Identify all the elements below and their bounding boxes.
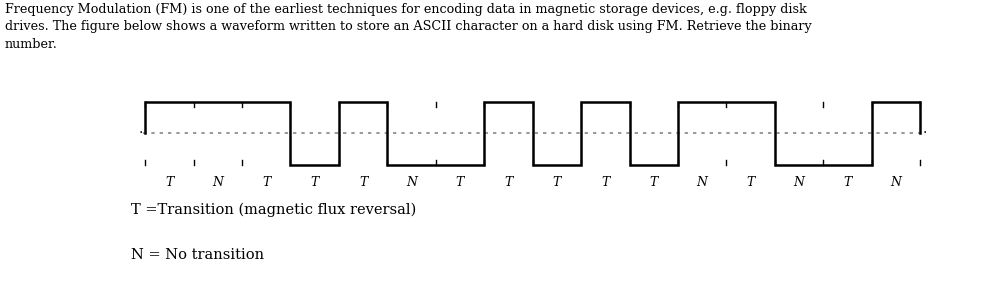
Text: T: T <box>311 176 319 189</box>
Text: ·: · <box>923 126 928 140</box>
Text: T: T <box>601 176 609 189</box>
Text: T: T <box>262 176 270 189</box>
Text: T: T <box>747 176 755 189</box>
Text: T: T <box>843 176 851 189</box>
Text: N: N <box>212 176 223 189</box>
Text: T: T <box>553 176 561 189</box>
Text: T: T <box>456 176 464 189</box>
Text: T: T <box>359 176 367 189</box>
Text: N: N <box>794 176 805 189</box>
Text: N: N <box>890 176 901 189</box>
Text: T: T <box>165 176 174 189</box>
Text: T: T <box>649 176 658 189</box>
Text: N: N <box>696 176 708 189</box>
Text: T: T <box>505 176 513 189</box>
Text: N: N <box>406 176 417 189</box>
Text: ·: · <box>138 126 143 140</box>
Text: N = No transition: N = No transition <box>131 248 263 262</box>
Text: T =Transition (magnetic flux reversal): T =Transition (magnetic flux reversal) <box>131 203 416 217</box>
Text: Frequency Modulation (FM) is one of the earliest techniques for encoding data in: Frequency Modulation (FM) is one of the … <box>5 3 812 51</box>
